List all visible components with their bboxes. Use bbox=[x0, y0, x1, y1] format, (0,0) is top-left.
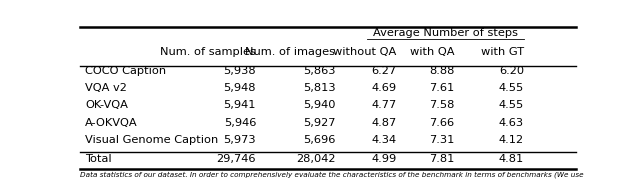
Text: with QA: with QA bbox=[410, 47, 454, 57]
Text: 4.81: 4.81 bbox=[499, 154, 524, 164]
Text: 6.27: 6.27 bbox=[371, 66, 396, 76]
Text: 5,938: 5,938 bbox=[223, 66, 256, 76]
Text: 7.31: 7.31 bbox=[429, 135, 454, 145]
Text: 5,927: 5,927 bbox=[303, 118, 335, 128]
Text: 4.63: 4.63 bbox=[499, 118, 524, 128]
Text: 5,948: 5,948 bbox=[223, 83, 256, 93]
Text: A-OKVQA: A-OKVQA bbox=[85, 118, 138, 128]
Text: 7.81: 7.81 bbox=[429, 154, 454, 164]
Text: 8.88: 8.88 bbox=[429, 66, 454, 76]
Text: 4.55: 4.55 bbox=[499, 83, 524, 93]
Text: 6.20: 6.20 bbox=[499, 66, 524, 76]
Text: 7.58: 7.58 bbox=[429, 100, 454, 110]
Text: 5,941: 5,941 bbox=[223, 100, 256, 110]
Text: with GT: with GT bbox=[481, 47, 524, 57]
Text: 5,696: 5,696 bbox=[303, 135, 335, 145]
Text: 29,746: 29,746 bbox=[216, 154, 256, 164]
Text: 5,940: 5,940 bbox=[303, 100, 335, 110]
Text: OK-VQA: OK-VQA bbox=[85, 100, 128, 110]
Text: 4.55: 4.55 bbox=[499, 100, 524, 110]
Text: Average Number of steps: Average Number of steps bbox=[373, 27, 518, 38]
Text: 5,973: 5,973 bbox=[223, 135, 256, 145]
Text: Total: Total bbox=[85, 154, 111, 164]
Text: 7.66: 7.66 bbox=[429, 118, 454, 128]
Text: 4.69: 4.69 bbox=[371, 83, 396, 93]
Text: 4.99: 4.99 bbox=[371, 154, 396, 164]
Text: 4.34: 4.34 bbox=[371, 135, 396, 145]
Text: Num. of samples: Num. of samples bbox=[160, 47, 256, 57]
Text: 4.12: 4.12 bbox=[499, 135, 524, 145]
Text: Num. of images: Num. of images bbox=[246, 47, 335, 57]
Text: without QA: without QA bbox=[333, 47, 396, 57]
Text: 5,813: 5,813 bbox=[303, 83, 335, 93]
Text: 28,042: 28,042 bbox=[296, 154, 335, 164]
Text: 4.77: 4.77 bbox=[371, 100, 396, 110]
Text: 5,863: 5,863 bbox=[303, 66, 335, 76]
Text: VQA v2: VQA v2 bbox=[85, 83, 127, 93]
Text: Data statistics of our dataset. In order to comprehensively evaluate the charact: Data statistics of our dataset. In order… bbox=[80, 171, 584, 178]
Text: 5,946: 5,946 bbox=[224, 118, 256, 128]
Text: 4.87: 4.87 bbox=[371, 118, 396, 128]
Text: Visual Genome Caption: Visual Genome Caption bbox=[85, 135, 218, 145]
Text: 7.61: 7.61 bbox=[429, 83, 454, 93]
Text: COCO Caption: COCO Caption bbox=[85, 66, 166, 76]
